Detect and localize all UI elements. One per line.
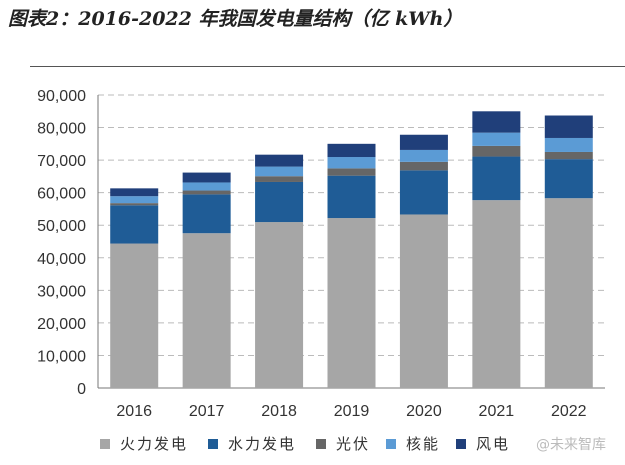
bar-segment <box>110 205 159 244</box>
bar-segment <box>399 149 448 162</box>
y-tick-label: 10,000 <box>37 348 86 365</box>
chart-title: 图表2：2016-2022 年我国发电量结构（亿 kWh） <box>8 8 463 30</box>
bar-segment <box>399 134 448 150</box>
bar-segment <box>544 137 593 152</box>
watermark: @未来智库 <box>536 437 606 453</box>
y-tick-label: 20,000 <box>37 316 86 333</box>
bar-segment <box>110 203 159 206</box>
bar-segment <box>110 196 159 204</box>
x-tick-label: 2020 <box>406 403 442 420</box>
legend-label: 水力发电 <box>228 435 296 453</box>
x-tick-label: 2019 <box>334 403 370 420</box>
bar-segment <box>327 168 376 176</box>
legend-label: 光伏 <box>336 435 370 453</box>
bar-segment <box>255 166 304 177</box>
bar-segment <box>182 182 231 191</box>
x-tick-label: 2017 <box>189 403 225 420</box>
x-tick-label: 2016 <box>116 403 152 420</box>
bar-segment <box>544 151 593 160</box>
y-tick-label: 40,000 <box>37 251 86 268</box>
y-tick-label: 50,000 <box>37 218 86 235</box>
bar-segment <box>472 145 521 157</box>
legend-label: 风电 <box>476 435 510 453</box>
bar-segment <box>255 154 304 167</box>
bar-segment <box>327 157 376 169</box>
bar-segment <box>472 132 521 146</box>
bar-segment <box>327 218 376 388</box>
bar-segment <box>182 190 231 195</box>
legend-swatch <box>386 439 396 449</box>
y-tick-label: 30,000 <box>37 283 86 300</box>
bar-segment <box>399 170 448 215</box>
x-tick-label: 2018 <box>261 403 297 420</box>
y-tick-label: 0 <box>77 381 86 398</box>
y-tick-label: 60,000 <box>37 186 86 203</box>
legend-swatch <box>208 439 218 449</box>
bar-segment <box>255 222 304 388</box>
legend-swatch <box>316 439 326 449</box>
y-tick-label: 70,000 <box>37 153 86 170</box>
title-divider <box>30 66 625 67</box>
legend-label: 火力发电 <box>120 435 188 453</box>
bar-segment <box>472 200 521 388</box>
bar-segment <box>182 233 231 388</box>
bar-segment <box>544 198 593 388</box>
bar-segment <box>399 214 448 388</box>
legend-label: 核能 <box>406 435 440 453</box>
y-tick-label: 90,000 <box>37 88 86 105</box>
legend-swatch <box>100 439 110 449</box>
bar-segment <box>472 111 521 133</box>
bar-segment <box>327 143 376 158</box>
bar-segment <box>472 156 521 201</box>
bar-segment <box>327 175 376 219</box>
bar-segment <box>182 172 231 183</box>
bar-segment <box>544 159 593 199</box>
x-tick-label: 2022 <box>551 403 587 420</box>
bar-segment <box>399 161 448 171</box>
bar-segment <box>255 181 304 223</box>
bar-segment <box>544 115 593 138</box>
bar-segment <box>255 176 304 182</box>
bar-segment <box>182 194 231 234</box>
x-tick-label: 2021 <box>479 403 515 420</box>
legend-swatch <box>456 439 466 449</box>
y-tick-label: 80,000 <box>37 121 86 138</box>
bar-segment <box>110 243 159 388</box>
bar-segment <box>110 188 159 197</box>
